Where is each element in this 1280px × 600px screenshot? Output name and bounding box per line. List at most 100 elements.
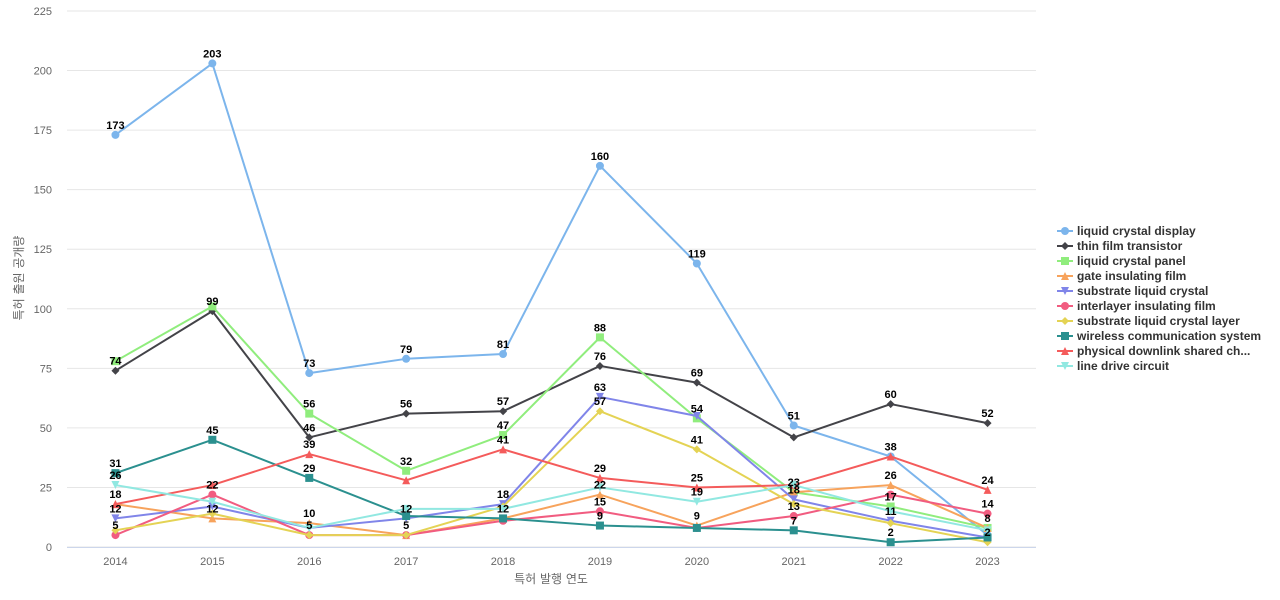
data-label: 31	[109, 458, 121, 470]
data-point	[111, 357, 120, 366]
data-point	[789, 481, 798, 490]
x-tick-label: 2019	[588, 556, 612, 568]
legend-label: liquid crystal display	[1077, 224, 1196, 238]
data-point	[886, 452, 895, 461]
data-point	[789, 433, 798, 442]
legend-label: substrate liquid crystal layer	[1077, 314, 1240, 328]
x-tick-label: 2014	[103, 556, 127, 568]
gridlines	[67, 10, 1036, 548]
legend-label: interlayer insulating film	[1077, 299, 1216, 313]
data-point	[402, 504, 411, 513]
series-0	[111, 59, 992, 540]
legend-item[interactable]: gate insulating film	[1057, 269, 1186, 283]
data-point	[595, 161, 604, 170]
data-point	[886, 538, 895, 547]
legend-item[interactable]: wireless communication system	[1057, 329, 1261, 343]
data-point	[111, 130, 120, 139]
data-label: 18	[109, 489, 121, 501]
data-label: 17	[885, 492, 897, 504]
legend-marker	[1061, 302, 1069, 310]
x-axis: 2014 2015 2016 2017 2018 2019 2020 2021 2022 2023	[67, 547, 1036, 568]
legend-item[interactable]: interlayer insulating film	[1057, 299, 1216, 313]
data-point	[595, 507, 604, 516]
data-label: 12	[400, 503, 412, 515]
data-label: 7	[791, 515, 797, 527]
legend-marker	[1061, 332, 1069, 340]
y-axis: 0 25 50 75 100 125 150 175 200 225	[34, 6, 52, 554]
legend-item[interactable]: line drive circuit	[1057, 359, 1169, 373]
data-point	[402, 512, 411, 521]
series-9	[111, 481, 992, 535]
data-label: 203	[203, 48, 221, 60]
data-point	[692, 497, 701, 506]
x-tick-label: 2022	[878, 556, 902, 568]
legend-label: line drive circuit	[1077, 359, 1169, 373]
data-label: 47	[497, 420, 509, 432]
data-point	[886, 481, 895, 490]
legend-item[interactable]: substrate liquid crystal layer	[1057, 314, 1240, 328]
series-6	[111, 407, 992, 547]
data-label: 81	[497, 339, 509, 351]
legend-marker	[1061, 362, 1069, 370]
data-point	[789, 512, 798, 521]
data-point	[208, 302, 217, 311]
data-point	[499, 445, 508, 454]
data-point	[305, 409, 314, 418]
x-tick-label: 2018	[491, 556, 515, 568]
legend-label: physical downlink shared ch...	[1077, 344, 1250, 358]
data-point	[499, 431, 508, 440]
data-label: 26	[885, 470, 897, 482]
data-label: 45	[206, 425, 218, 437]
data-point	[983, 485, 992, 494]
data-label: 79	[400, 344, 412, 356]
data-point	[692, 411, 701, 420]
data-label: 73	[303, 358, 315, 370]
legend-item[interactable]: physical downlink shared ch...	[1057, 344, 1250, 358]
data-label: 12	[206, 503, 218, 515]
data-point	[886, 507, 895, 516]
legend-item[interactable]: thin film transistor	[1057, 239, 1183, 253]
data-label: 160	[591, 151, 609, 163]
data-point	[692, 483, 701, 492]
data-label: 56	[400, 399, 412, 411]
x-tick-label: 2017	[394, 556, 418, 568]
y-axis-title: 특허 출원 공개량	[12, 236, 26, 321]
data-label: 15	[594, 496, 606, 508]
data-point	[402, 354, 411, 363]
series-group	[111, 59, 992, 547]
y-tick-label: 100	[34, 304, 52, 316]
data-label: 76	[594, 351, 606, 363]
legend-label: liquid crystal panel	[1077, 254, 1186, 268]
legend-item[interactable]: substrate liquid crystal	[1057, 284, 1208, 298]
data-point	[595, 333, 604, 342]
data-point	[595, 473, 604, 482]
y-tick-label: 75	[40, 363, 52, 375]
data-point	[402, 409, 411, 418]
data-point	[983, 509, 992, 518]
data-label: 23	[788, 477, 800, 489]
series-line	[115, 395, 988, 539]
series-line	[114, 310, 988, 439]
data-label: 18	[497, 489, 509, 501]
data-point	[789, 495, 798, 504]
data-label: 2	[984, 527, 990, 539]
data-point	[208, 509, 217, 518]
data-point	[692, 259, 701, 268]
data-point	[789, 500, 798, 509]
data-point	[208, 435, 217, 444]
data-point	[402, 466, 411, 475]
data-label: 88	[594, 322, 606, 334]
legend-label: gate insulating film	[1077, 269, 1186, 283]
data-point	[789, 488, 798, 497]
data-label: 26	[109, 470, 121, 482]
y-tick-label: 50	[40, 423, 52, 435]
data-label: 5	[306, 520, 312, 532]
legend-item[interactable]: liquid crystal panel	[1057, 254, 1186, 268]
data-point	[595, 392, 604, 401]
legend-item[interactable]: liquid crystal display	[1057, 224, 1196, 238]
data-label: 56	[303, 399, 315, 411]
data-label: 99	[206, 296, 218, 308]
legend-label: thin film transistor	[1077, 239, 1183, 253]
